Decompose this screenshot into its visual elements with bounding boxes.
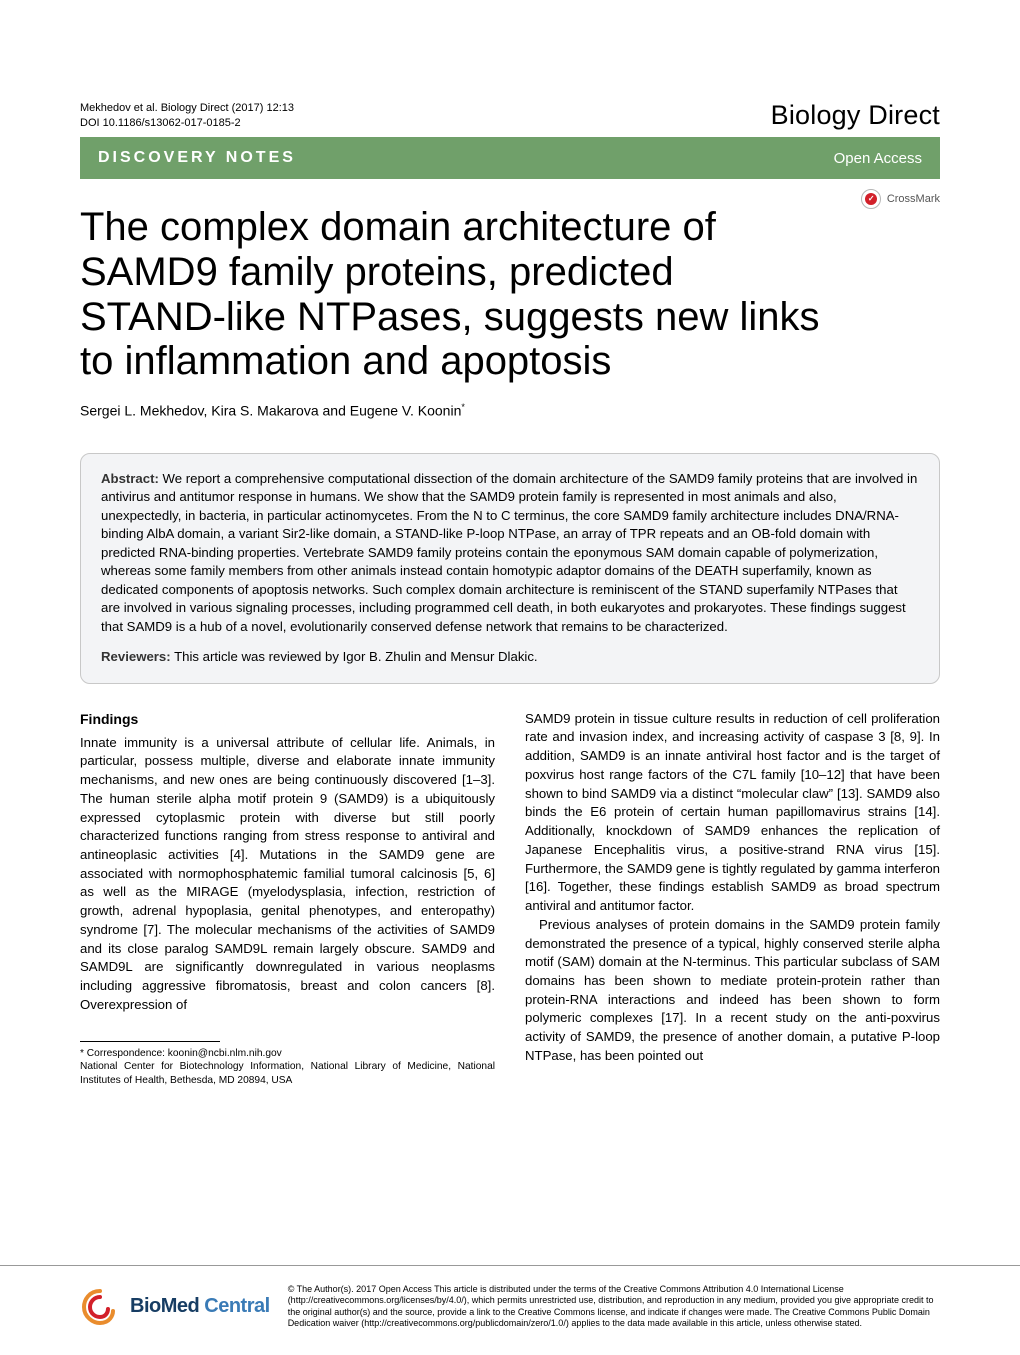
page-footer: BioMed Central © The Author(s). 2017 Ope…: [0, 1265, 1020, 1355]
header-meta: Mekhedov et al. Biology Direct (2017) 12…: [80, 100, 940, 131]
findings-heading: Findings: [80, 710, 495, 730]
authors: Sergei L. Mekhedov, Kira S. Makarova and…: [80, 402, 940, 419]
license-text: © The Author(s). 2017 Open Access This a…: [288, 1284, 940, 1329]
authors-text: Sergei L. Mekhedov, Kira S. Makarova and…: [80, 403, 461, 419]
logo-central: Central: [199, 1295, 269, 1317]
crossmark-icon: ✓: [861, 189, 881, 209]
biomed-central-text: BioMed Central: [130, 1295, 270, 1318]
open-access-label: Open Access: [834, 150, 922, 167]
journal-name: Biology Direct: [771, 100, 940, 131]
logo-bio: BioMed: [130, 1295, 199, 1317]
correspondence-affiliation: National Center for Biotechnology Inform…: [80, 1060, 495, 1088]
reviewers-line: Reviewers: This article was reviewed by …: [101, 648, 919, 666]
article-title: The complex domain architecture of SAMD9…: [80, 205, 940, 384]
reviewers-text: This article was reviewed by Igor B. Zhu…: [171, 649, 538, 664]
correspondence-block: * Correspondence: koonin@ncbi.nlm.nih.go…: [80, 1047, 495, 1088]
running-head-authors: Mekhedov et al. Biology Direct (2017) 12…: [80, 101, 294, 116]
findings-section: Findings Innate immunity is a universal …: [80, 710, 940, 1088]
section-banner: DISCOVERY NOTES Open Access: [80, 137, 940, 179]
body-paragraph: Previous analyses of protein domains in …: [525, 916, 940, 1066]
running-head: Mekhedov et al. Biology Direct (2017) 12…: [80, 101, 294, 131]
section-label: DISCOVERY NOTES: [98, 149, 296, 167]
biomed-swirl-icon: [80, 1287, 120, 1327]
column-left: Findings Innate immunity is a universal …: [80, 710, 495, 1088]
correspondence-email: * Correspondence: koonin@ncbi.nlm.nih.go…: [80, 1047, 495, 1061]
author-affiliation-sup: *: [461, 402, 465, 412]
doi: DOI 10.1186/s13062-017-0185-2: [80, 116, 294, 131]
abstract-paragraph: Abstract: We report a comprehensive comp…: [101, 470, 919, 636]
biomed-central-logo: BioMed Central: [80, 1287, 270, 1327]
abstract-text: We report a comprehensive computational …: [101, 471, 917, 634]
abstract-label: Abstract:: [101, 471, 159, 486]
reviewers-label: Reviewers:: [101, 649, 171, 664]
abstract-box: Abstract: We report a comprehensive comp…: [80, 453, 940, 684]
body-paragraph: Innate immunity is a universal attribute…: [80, 734, 495, 1015]
license-body: © The Author(s). 2017 Open Access This a…: [288, 1284, 934, 1328]
column-right: SAMD9 protein in tissue culture results …: [525, 710, 940, 1088]
correspondence-divider: [80, 1041, 220, 1042]
crossmark-label: CrossMark: [887, 193, 940, 205]
body-paragraph: SAMD9 protein in tissue culture results …: [525, 710, 940, 916]
